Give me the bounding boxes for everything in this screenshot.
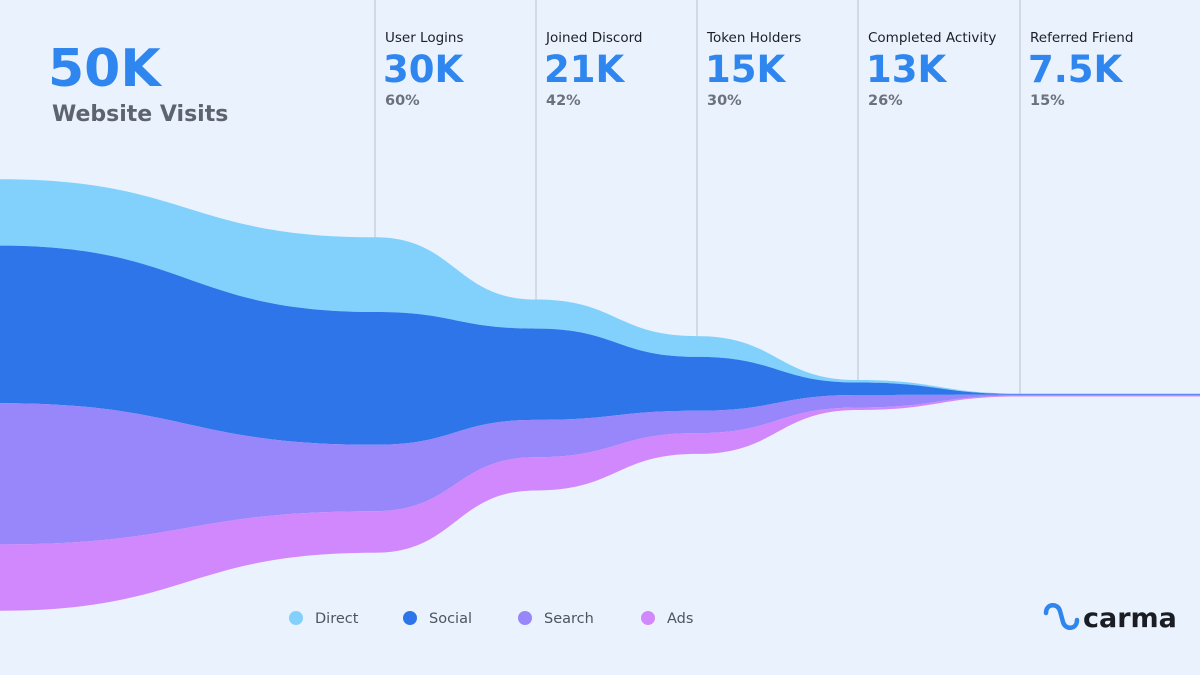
area-search bbox=[0, 394, 1200, 545]
hero-value: 50K bbox=[48, 39, 162, 99]
legend-item-search: Search bbox=[518, 611, 594, 627]
legend-swatch bbox=[403, 611, 417, 625]
area-social bbox=[0, 245, 1200, 445]
legend-item-ads: Ads bbox=[641, 611, 693, 627]
area-direct bbox=[0, 179, 1200, 394]
stage-value: 7.5K bbox=[1028, 48, 1124, 91]
stage-percent: 15% bbox=[1030, 93, 1065, 109]
stage-label: User Logins bbox=[385, 30, 464, 46]
stage-value: 13K bbox=[866, 48, 947, 91]
stage-value: 15K bbox=[705, 48, 786, 91]
legend-item-social: Social bbox=[403, 611, 472, 627]
legend-label: Search bbox=[544, 611, 594, 627]
brand-name: carma bbox=[1083, 603, 1177, 634]
stage-value: 30K bbox=[383, 48, 464, 91]
funnel-areas bbox=[0, 179, 1200, 611]
stage-value: 21K bbox=[544, 48, 625, 91]
legend-label: Direct bbox=[315, 611, 359, 627]
stage-header: Completed Activity 13K 26% bbox=[866, 30, 996, 109]
legend-label: Ads bbox=[667, 611, 693, 627]
stage-headers: User Logins 30K 60% Joined Discord 21K 42% Tok… bbox=[383, 30, 1133, 109]
area-ads bbox=[0, 395, 1200, 611]
brand-logo: carma bbox=[1043, 603, 1177, 634]
carma-logo-icon bbox=[1043, 603, 1080, 630]
stage-label: Joined Discord bbox=[545, 30, 642, 46]
stage-label: Referred Friend bbox=[1030, 30, 1133, 46]
stage-header: Token Holders 15K 30% bbox=[705, 30, 801, 109]
legend-swatch bbox=[641, 611, 655, 625]
stage-label: Completed Activity bbox=[868, 30, 996, 46]
stage-percent: 30% bbox=[707, 93, 742, 109]
legend: Direct Social Search Ads bbox=[289, 611, 693, 627]
stage-header: User Logins 30K 60% bbox=[383, 30, 464, 109]
legend-swatch bbox=[289, 611, 303, 625]
stage-dividers bbox=[374, 0, 1021, 394]
stage-label: Token Holders bbox=[706, 30, 801, 46]
stage-percent: 42% bbox=[546, 93, 581, 109]
legend-label: Social bbox=[429, 611, 472, 627]
hero-label: Website Visits bbox=[52, 102, 228, 127]
legend-item-direct: Direct bbox=[289, 611, 359, 627]
stage-percent: 26% bbox=[868, 93, 903, 109]
stage-header: Joined Discord 21K 42% bbox=[544, 30, 642, 109]
legend-swatch bbox=[518, 611, 532, 625]
stage-percent: 60% bbox=[385, 93, 420, 109]
stage-header: Referred Friend 7.5K 15% bbox=[1028, 30, 1133, 109]
